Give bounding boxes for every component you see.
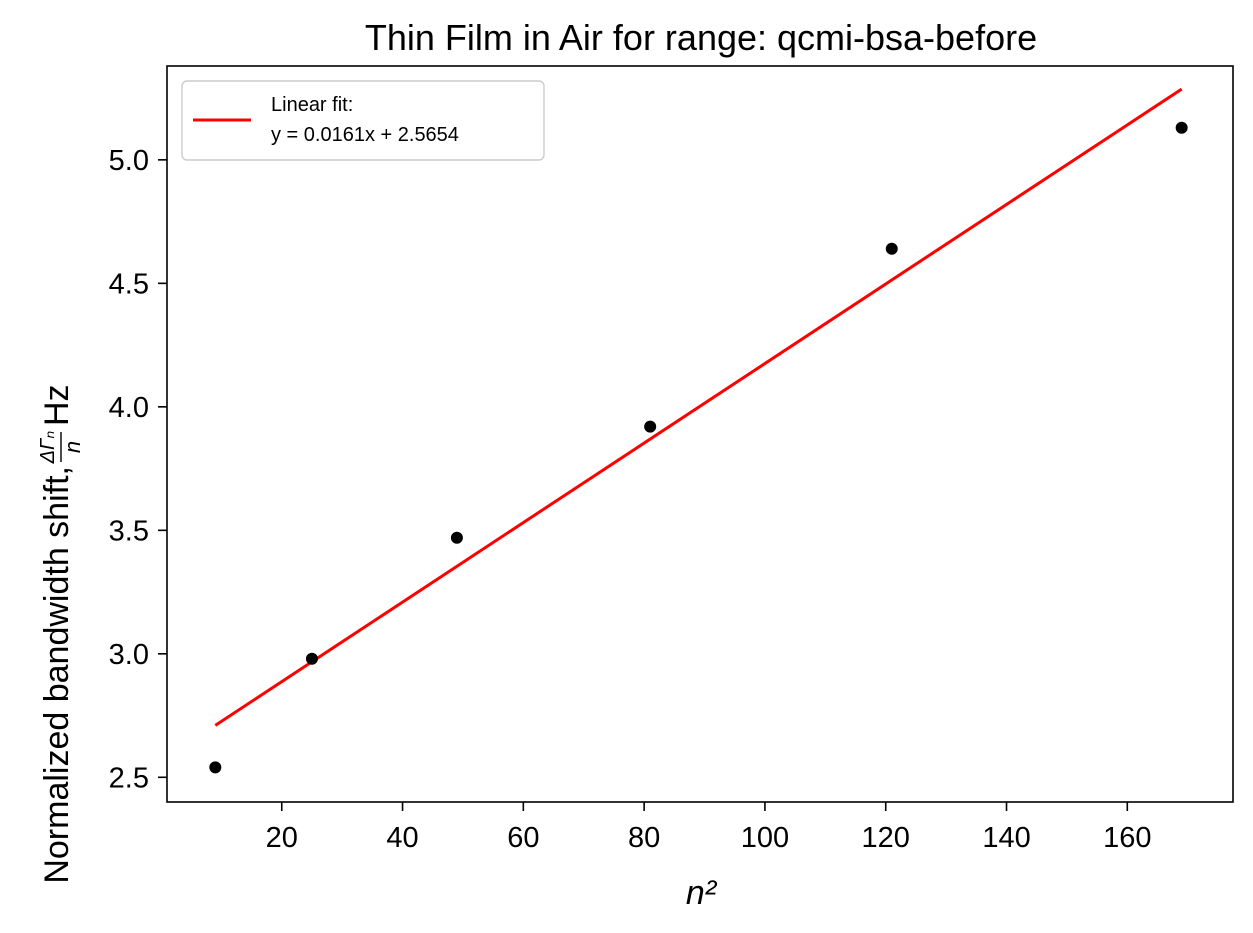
x-tick-label: 160 xyxy=(1103,822,1151,854)
x-axis: 20 40 60 80 100 120 140 160 xyxy=(266,802,1152,854)
y-axis: 2.5 3.0 3.5 4.0 4.5 5.0 xyxy=(109,145,167,794)
x-tick-label: 80 xyxy=(628,822,660,854)
data-point xyxy=(1175,121,1188,134)
plot-frame xyxy=(166,65,1234,803)
y-tick-label: 5.0 xyxy=(109,145,149,177)
y-axis-label-prefix: Normalized bandwidth shift, xyxy=(38,466,76,884)
y-tick-label: 4.0 xyxy=(109,392,149,424)
y-tick-label: 2.5 xyxy=(109,762,149,794)
x-tick-label: 120 xyxy=(862,822,910,854)
data-point xyxy=(209,761,222,774)
x-tick-label: 40 xyxy=(386,822,418,854)
data-point xyxy=(644,420,657,433)
legend-entry-line-1: Linear fit: xyxy=(271,94,353,116)
x-tick-label: 100 xyxy=(741,822,789,854)
data-point xyxy=(305,652,318,665)
x-axis-label: n² xyxy=(686,874,718,912)
y-axis-label: Normalized bandwidth shift, ΔΓₙ n Hz xyxy=(37,384,85,883)
y-axis-label-denominator: n xyxy=(60,441,85,453)
x-tick-label: 20 xyxy=(266,822,298,854)
legend-entry-line-2: y = 0.0161x + 2.5654 xyxy=(271,124,459,146)
y-axis-label-numerator: ΔΓₙ xyxy=(37,431,59,465)
y-tick-label: 4.5 xyxy=(109,268,149,300)
fit-line xyxy=(214,87,1183,727)
data-point xyxy=(885,242,898,255)
y-tick-label: 3.0 xyxy=(109,639,149,671)
y-axis-label-unit: Hz xyxy=(38,384,76,426)
x-tick-label: 60 xyxy=(507,822,539,854)
y-tick-label: 3.5 xyxy=(109,515,149,547)
legend-box xyxy=(181,80,545,161)
x-tick-label: 140 xyxy=(982,822,1030,854)
plot-marks xyxy=(209,87,1188,774)
chart-title: Thin Film in Air for range: qcmi-bsa-bef… xyxy=(365,17,1037,58)
data-point xyxy=(450,531,463,544)
legend: Linear fit: y = 0.0161x + 2.5654 xyxy=(181,80,545,161)
